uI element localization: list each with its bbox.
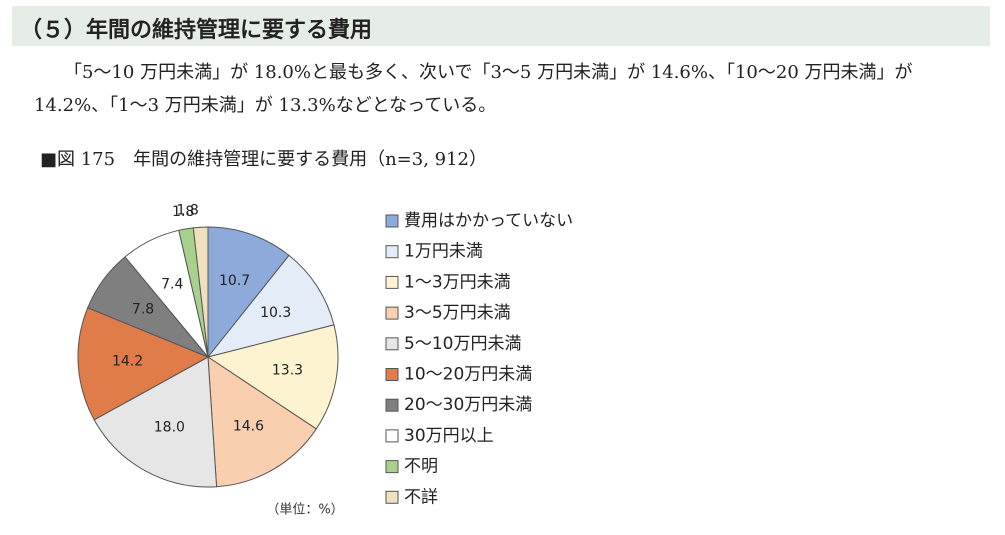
legend-label: 10～20万円未満 xyxy=(404,365,532,385)
data-label: 10.7 xyxy=(219,273,250,289)
legend-swatch xyxy=(385,490,399,504)
data-label: 7.4 xyxy=(161,277,183,293)
paragraph: 「5～10 万円未満」が 18.0%と最も多く、次いで「3～5 万円未満」が 1… xyxy=(34,62,913,116)
legend-swatch xyxy=(385,245,399,259)
pie-slice xyxy=(192,226,209,358)
section-heading: （５）年間の維持管理に要する費用 xyxy=(12,6,990,46)
pie-slice xyxy=(77,307,210,421)
legend-swatch xyxy=(385,429,399,443)
legend-label: 不明 xyxy=(404,457,438,477)
legend-swatch xyxy=(385,214,399,228)
data-label: 1.8 xyxy=(177,202,199,218)
legend-label: 不詳 xyxy=(404,487,438,507)
legend-label: 3～5万円未満 xyxy=(404,303,511,323)
pie-slice xyxy=(206,254,335,358)
heading-text: （５）年間の維持管理に要する費用 xyxy=(20,18,373,43)
unit-note: （単位：%） xyxy=(266,502,343,518)
figure-caption: ■図 175 年間の維持管理に要する費用（n=3, 912） xyxy=(40,149,488,170)
legend-label: 費用はかかっていない xyxy=(404,211,573,231)
legend-swatch xyxy=(385,306,399,320)
data-label: 14.2 xyxy=(112,354,143,370)
data-label: 18.0 xyxy=(154,420,185,436)
data-label: 1.8 xyxy=(172,204,194,220)
pie-slice xyxy=(93,356,218,488)
legend-label: 1～3万円未満 xyxy=(404,272,511,292)
legend-label: 30万円以上 xyxy=(404,426,494,446)
legend-swatch xyxy=(385,368,399,381)
legend-swatch xyxy=(385,275,399,289)
legend-swatch xyxy=(385,460,399,474)
data-label: 14.6 xyxy=(233,419,264,435)
legend-label: 1万円未満 xyxy=(404,242,483,262)
data-label: 10.3 xyxy=(260,305,291,321)
pie-slice xyxy=(206,324,339,430)
data-label: 7.8 xyxy=(132,301,154,317)
data-label: 13.3 xyxy=(272,362,303,378)
pie-slice xyxy=(207,226,290,359)
legend-swatch xyxy=(385,398,399,412)
legend-swatch xyxy=(385,337,399,351)
legend-label: 5～10万円未満 xyxy=(404,334,521,354)
pie-slice xyxy=(207,356,317,488)
legend-label: 20～30万円未満 xyxy=(404,395,532,415)
